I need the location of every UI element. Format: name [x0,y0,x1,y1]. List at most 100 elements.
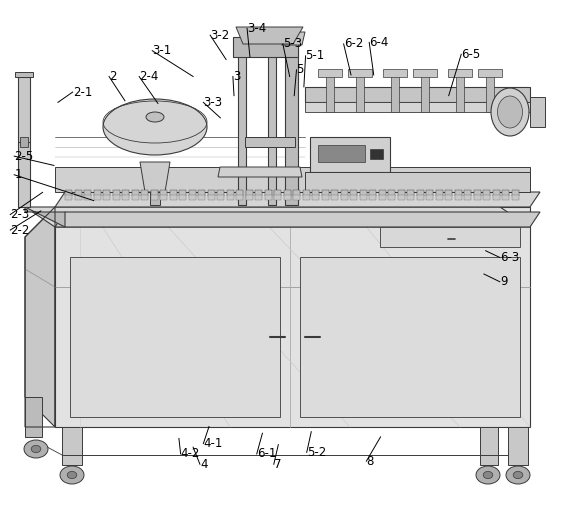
Polygon shape [326,72,334,112]
Polygon shape [445,190,452,196]
Text: 5-3: 5-3 [283,37,302,51]
Polygon shape [112,195,119,200]
Polygon shape [84,190,91,196]
Text: 3-4: 3-4 [247,22,266,35]
Polygon shape [407,190,414,196]
Text: 4: 4 [200,458,207,471]
Polygon shape [169,195,177,200]
Polygon shape [530,97,545,127]
Polygon shape [416,195,424,200]
Polygon shape [300,257,520,417]
Polygon shape [310,137,390,172]
Polygon shape [268,52,276,205]
Text: 1: 1 [14,168,22,181]
Text: 2: 2 [109,70,116,83]
Polygon shape [245,190,253,196]
Polygon shape [331,195,338,200]
Text: 5-1: 5-1 [306,49,325,63]
Polygon shape [426,195,433,200]
Polygon shape [141,195,148,200]
Polygon shape [388,195,395,200]
Polygon shape [233,37,298,57]
Polygon shape [474,195,481,200]
Polygon shape [391,72,399,112]
Polygon shape [255,195,262,200]
Ellipse shape [103,99,207,155]
Polygon shape [480,427,498,465]
Text: 3-1: 3-1 [152,44,172,57]
Polygon shape [512,195,519,200]
Polygon shape [454,195,461,200]
Polygon shape [151,195,157,200]
Polygon shape [502,190,509,196]
Polygon shape [25,397,42,437]
Ellipse shape [24,440,48,458]
Text: 6-4: 6-4 [369,36,389,49]
Polygon shape [492,190,499,196]
Polygon shape [265,190,272,196]
Ellipse shape [31,446,41,452]
Polygon shape [486,72,494,112]
Text: 5-2: 5-2 [307,446,326,459]
Ellipse shape [498,96,523,128]
Polygon shape [380,227,520,247]
Polygon shape [303,190,310,196]
Polygon shape [236,27,303,44]
Polygon shape [236,195,243,200]
Polygon shape [65,195,72,200]
Polygon shape [122,195,129,200]
Polygon shape [25,207,530,227]
Text: 2-1: 2-1 [73,85,92,99]
Polygon shape [179,190,186,196]
Polygon shape [283,190,290,196]
Polygon shape [464,195,471,200]
Polygon shape [388,190,395,196]
Polygon shape [279,32,305,45]
Polygon shape [132,195,139,200]
Polygon shape [293,195,300,200]
Polygon shape [398,195,404,200]
Polygon shape [318,69,342,77]
Polygon shape [369,190,376,196]
Text: 9: 9 [500,275,507,288]
Text: 3-3: 3-3 [203,96,223,109]
Polygon shape [198,190,205,196]
Ellipse shape [60,466,84,484]
Polygon shape [94,195,101,200]
Ellipse shape [146,112,164,122]
Polygon shape [15,72,33,77]
Text: 4-1: 4-1 [203,437,223,450]
Polygon shape [112,190,119,196]
Polygon shape [508,427,528,465]
Polygon shape [103,195,110,200]
Polygon shape [478,69,502,77]
Polygon shape [356,72,364,112]
Polygon shape [331,190,338,196]
Polygon shape [305,87,530,102]
Text: 3: 3 [233,70,240,83]
Text: 8: 8 [366,454,374,468]
Polygon shape [265,195,272,200]
Polygon shape [318,145,365,162]
Polygon shape [65,190,72,196]
Polygon shape [492,195,499,200]
Polygon shape [456,72,464,112]
Polygon shape [285,42,298,205]
Polygon shape [236,190,243,196]
Polygon shape [413,69,437,77]
Polygon shape [454,190,461,196]
Ellipse shape [67,472,77,479]
Polygon shape [55,212,540,227]
Polygon shape [103,190,110,196]
Ellipse shape [506,466,530,484]
Polygon shape [55,207,530,427]
Polygon shape [436,190,442,196]
Polygon shape [20,137,28,147]
Polygon shape [370,149,383,159]
Text: 2-5: 2-5 [14,149,34,163]
Polygon shape [445,195,452,200]
Polygon shape [378,195,386,200]
Ellipse shape [491,88,529,136]
Polygon shape [448,69,472,77]
Text: 6-1: 6-1 [257,447,276,461]
